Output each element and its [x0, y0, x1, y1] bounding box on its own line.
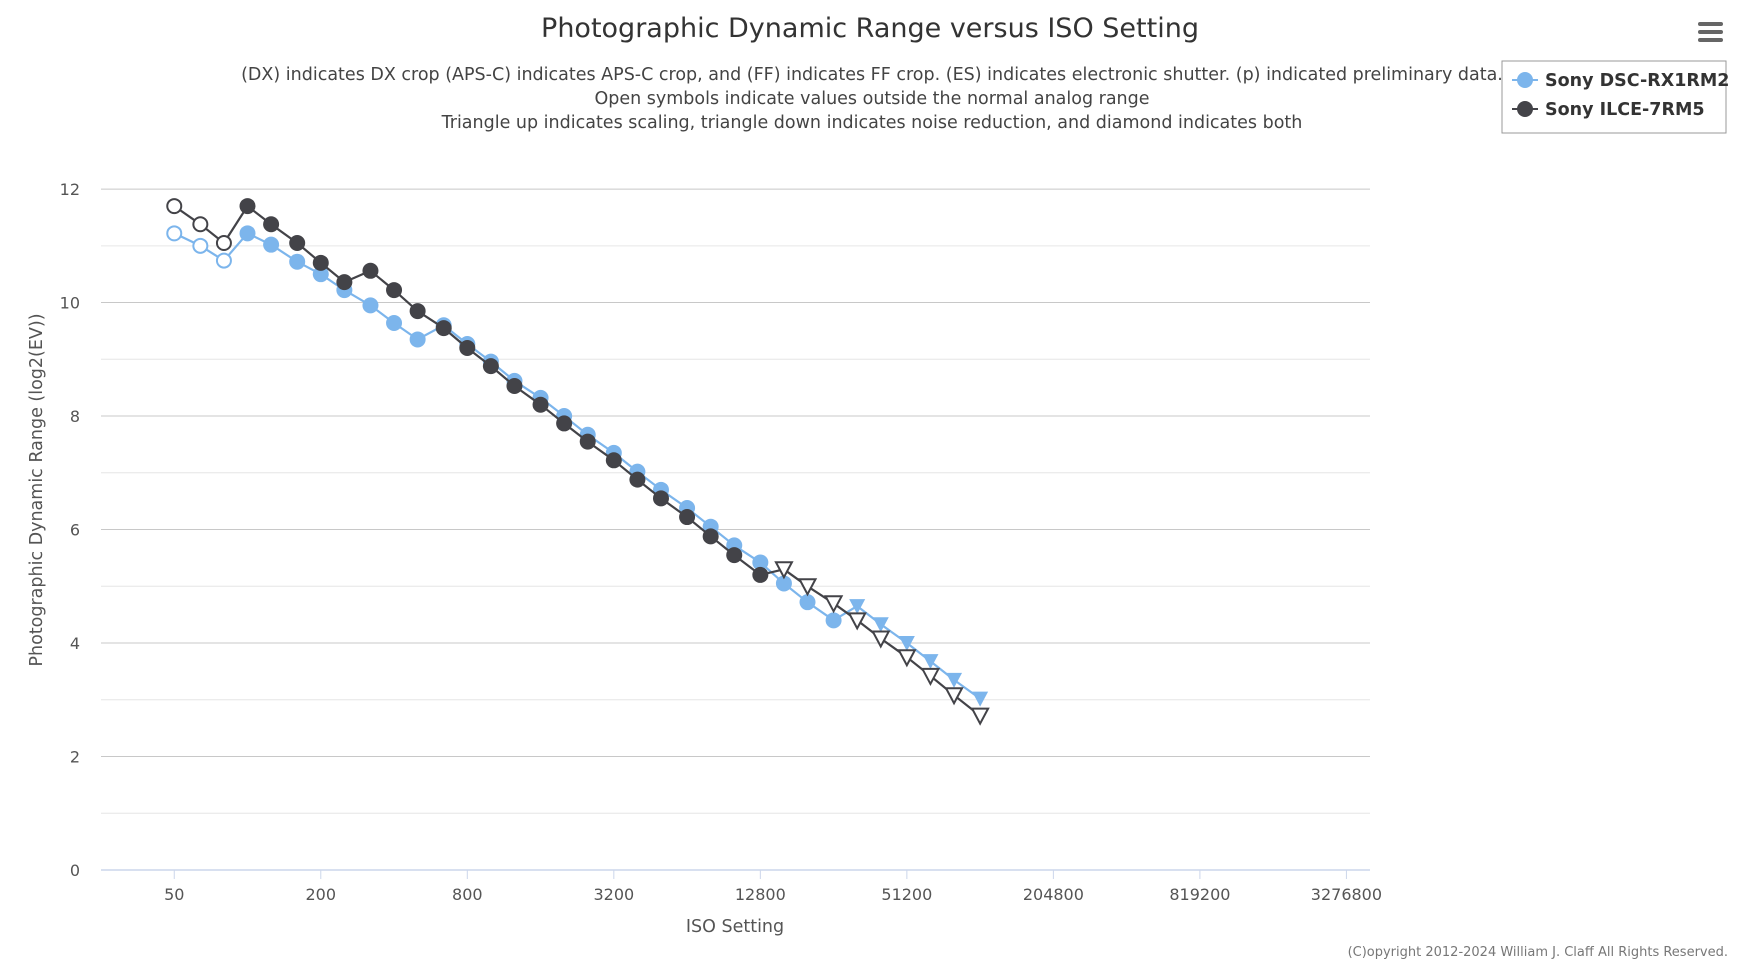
data-point-1-31: [920, 667, 941, 687]
data-point-0-4: [263, 236, 280, 253]
data-point-1-19: [629, 471, 646, 488]
data-point-0-26: [799, 594, 816, 611]
series-1: [166, 198, 990, 726]
x-axis-title: ISO Setting: [686, 917, 784, 937]
legend-box: [1501, 60, 1727, 134]
data-point-1-16: [556, 415, 573, 432]
chart-title: Photographic Dynamic Range versus ISO Se…: [541, 13, 1199, 44]
data-point-1-32: [944, 687, 964, 706]
data-point-1-17: [579, 433, 596, 450]
data-point-1-0: [166, 198, 183, 215]
data-point-1-23: [726, 547, 743, 564]
data-point-1-33: [970, 707, 990, 726]
x-tick-label-3276800: 3276800: [1311, 885, 1382, 904]
data-point-0-3: [239, 225, 256, 242]
plot-grid: [101, 188, 1370, 814]
data-point-1-5: [289, 234, 306, 251]
legend: Sony DSC-RX1RM2 Sony ILCE-7RM5: [1501, 60, 1729, 134]
x-tick-label-800: 800: [452, 885, 483, 904]
data-point-0-29: [872, 617, 889, 633]
data-point-1-20: [652, 490, 669, 507]
hamburger-menu-icon: [1698, 22, 1723, 42]
data-point-1-2: [215, 234, 232, 251]
chart-menu-button[interactable]: [1692, 16, 1728, 48]
y-tick-label-8: 8: [70, 407, 80, 426]
data-point-0-2: [215, 252, 232, 269]
data-point-0-27: [825, 612, 842, 629]
data-point-1-11: [435, 320, 452, 337]
data-point-1-10: [409, 303, 426, 320]
legend-label-7rm5: Sony ILCE-7RM5: [1545, 100, 1705, 120]
chart-subtitle-line-2: Open symbols indicate values outside the…: [594, 89, 1149, 109]
data-point-0-8: [362, 297, 379, 314]
data-point-1-13: [482, 358, 499, 375]
legend-label-rx1rm2: Sony DSC-RX1RM2: [1545, 71, 1729, 91]
data-point-0-9: [386, 314, 403, 331]
y-tick-label-2: 2: [70, 748, 80, 767]
data-point-1-8: [362, 262, 379, 279]
data-point-1-18: [605, 452, 622, 469]
data-point-0-32: [946, 672, 963, 688]
data-point-0-33: [972, 691, 989, 707]
data-point-0-24: [752, 554, 769, 571]
data-point-0-30: [898, 636, 915, 652]
data-point-0-0: [166, 225, 183, 242]
data-point-1-21: [679, 509, 696, 526]
series-0: [166, 225, 989, 707]
data-point-1-29: [871, 630, 891, 649]
series-line-0: [173, 232, 981, 700]
data-point-1-7: [336, 274, 353, 291]
y-tick-label-0: 0: [70, 861, 80, 880]
y-tick-label-6: 6: [70, 521, 80, 540]
data-point-1-14: [506, 377, 523, 394]
data-point-1-6: [312, 254, 329, 271]
data-point-1-9: [386, 282, 403, 299]
legend-marker-rx1rm2: [1517, 72, 1533, 88]
series-line-1: [173, 205, 981, 717]
x-tick-label-204800: 204800: [1023, 885, 1084, 904]
data-point-0-5: [289, 253, 306, 270]
chart-subtitle-line-1: (DX) indicates DX crop (APS-C) indicates…: [241, 65, 1503, 85]
x-tick-label-12800: 12800: [735, 885, 786, 904]
data-point-1-12: [459, 339, 476, 356]
x-axis-ticks: 50 200 800 3200 12800 51200 204800 819200 327680…: [164, 870, 1382, 904]
data-point-0-28: [849, 599, 866, 615]
x-tick-label-819200: 819200: [1169, 885, 1230, 904]
x-tick-label-200: 200: [306, 885, 337, 904]
y-tick-label-4: 4: [70, 634, 80, 653]
chart-credits: (C)opyright 2012-2024 William J. Claff A…: [1348, 945, 1728, 960]
data-point-1-30: [897, 649, 917, 668]
data-point-0-1: [192, 237, 209, 254]
data-point-0-31: [922, 654, 939, 670]
y-axis-ticks: 0 2 4 6 8 10 12: [60, 180, 80, 880]
data-point-0-6: [312, 266, 329, 283]
data-point-0-10: [409, 331, 426, 348]
data-point-1-25: [774, 561, 794, 580]
x-tick-label-50: 50: [164, 885, 184, 904]
data-point-1-1: [192, 216, 209, 233]
series-layer: [166, 198, 990, 726]
data-point-1-22: [702, 528, 719, 545]
data-point-1-4: [263, 216, 280, 233]
data-point-0-25: [775, 575, 792, 592]
legend-item-sony-ilce-7rm5[interactable]: Sony ILCE-7RM5: [1512, 100, 1705, 120]
legend-item-sony-dsc-rx1rm2[interactable]: Sony DSC-RX1RM2: [1512, 71, 1729, 91]
y-tick-label-12: 12: [60, 180, 80, 199]
x-tick-label-51200: 51200: [881, 885, 932, 904]
x-tick-label-3200: 3200: [593, 885, 634, 904]
data-point-1-24: [752, 566, 769, 583]
data-point-1-15: [532, 396, 549, 413]
chart-subtitle-line-3: Triangle up indicates scaling, triangle …: [441, 113, 1303, 133]
data-point-1-27: [823, 595, 844, 614]
y-axis-title: Photographic Dynamic Range (log2(EV)): [27, 313, 47, 666]
data-point-1-3: [239, 198, 256, 215]
legend-marker-7rm5: [1517, 101, 1533, 117]
data-point-1-26: [797, 578, 818, 597]
data-point-1-28: [847, 612, 867, 631]
y-tick-label-10: 10: [60, 294, 80, 313]
